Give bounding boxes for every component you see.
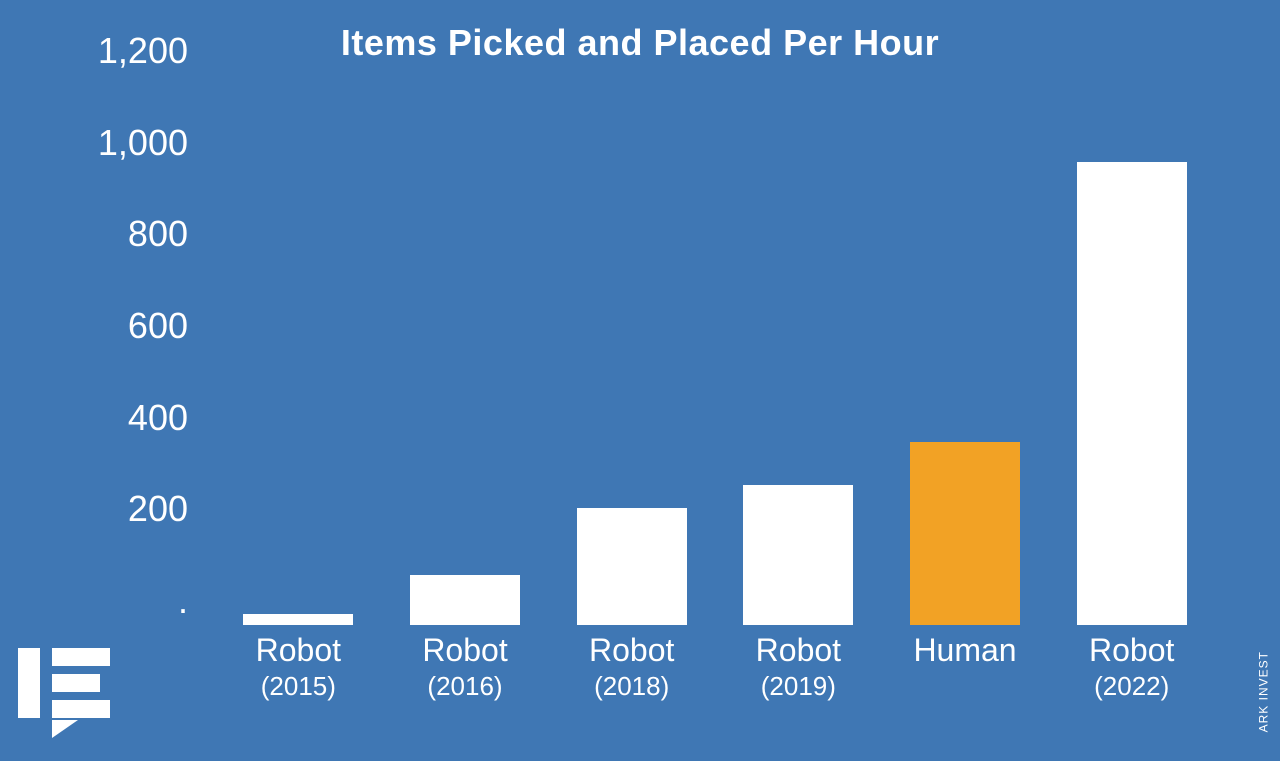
- y-tick-label: 800: [128, 213, 188, 255]
- bar: [910, 442, 1020, 625]
- y-tick-label: 600: [128, 305, 188, 347]
- bar-slot: [715, 75, 882, 625]
- x-label-sub: (2016): [382, 670, 549, 703]
- bar: [577, 508, 687, 625]
- x-label: Robot(2016): [382, 630, 549, 703]
- x-label: Robot(2015): [215, 630, 382, 703]
- bar-slot: [382, 75, 549, 625]
- x-label-sub: (2019): [715, 670, 882, 703]
- bar: [410, 575, 520, 625]
- x-label: Robot(2022): [1048, 630, 1215, 703]
- y-tick-label: 1,200: [98, 30, 188, 72]
- x-label-main: Human: [882, 630, 1049, 670]
- bar-slot: [882, 75, 1049, 625]
- bar-slot: [215, 75, 382, 625]
- x-label: Human: [882, 630, 1049, 703]
- bar: [1077, 162, 1187, 625]
- chart-title: Items Picked and Placed Per Hour: [0, 22, 1280, 64]
- brand-logo: [18, 648, 128, 743]
- bar-slot: [548, 75, 715, 625]
- bar: [743, 485, 853, 625]
- source-attribution: ARK INVEST: [1256, 651, 1270, 732]
- x-label-main: Robot: [548, 630, 715, 670]
- chart-container: Items Picked and Placed Per Hour . 200 400…: [0, 0, 1280, 761]
- bar-slot: [1048, 75, 1215, 625]
- bar: [243, 614, 353, 625]
- x-label-main: Robot: [1048, 630, 1215, 670]
- y-tick-label: 1,000: [98, 122, 188, 164]
- x-label-sub: (2022): [1048, 670, 1215, 703]
- x-label: Robot(2018): [548, 630, 715, 703]
- x-label-sub: (2018): [548, 670, 715, 703]
- bars-group: [205, 75, 1225, 625]
- y-tick-label: .: [178, 580, 188, 622]
- y-axis: .2004006008001,0001,200: [0, 75, 200, 625]
- x-label-main: Robot: [215, 630, 382, 670]
- x-axis-labels: Robot(2015)Robot(2016)Robot(2018)Robot(2…: [205, 630, 1225, 703]
- x-label-main: Robot: [715, 630, 882, 670]
- x-label-main: Robot: [382, 630, 549, 670]
- x-label: Robot(2019): [715, 630, 882, 703]
- plot-area: [205, 75, 1225, 625]
- y-tick-label: 400: [128, 397, 188, 439]
- y-tick-label: 200: [128, 488, 188, 530]
- x-label-sub: (2015): [215, 670, 382, 703]
